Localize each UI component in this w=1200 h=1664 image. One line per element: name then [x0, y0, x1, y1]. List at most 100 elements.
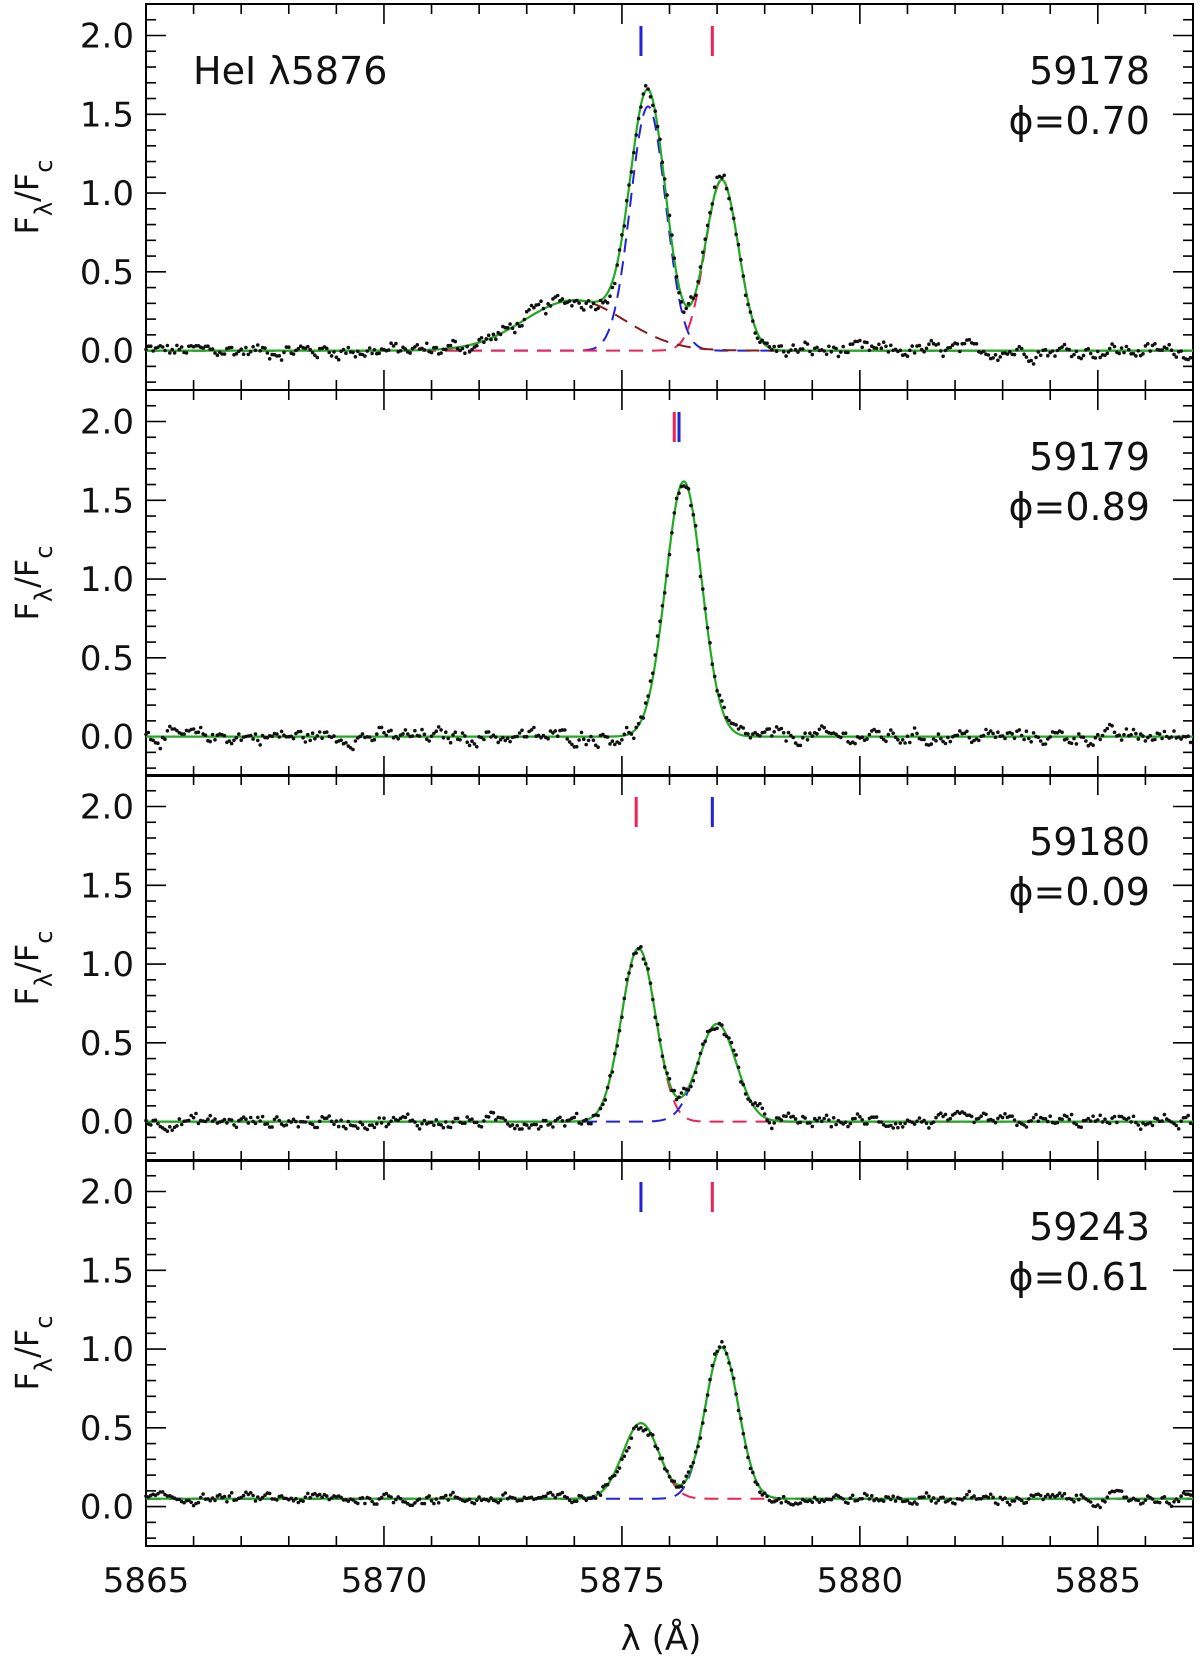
observed-point — [579, 305, 584, 310]
y-tick-label: 0.0 — [80, 1488, 134, 1528]
observed-point — [608, 742, 612, 746]
observed-point — [655, 124, 660, 129]
observed-point — [265, 1122, 270, 1126]
observed-point — [746, 1455, 750, 1460]
observed-point — [1169, 735, 1174, 739]
observed-point — [470, 347, 474, 352]
observed-point — [736, 727, 741, 731]
y-tick-label: 0.5 — [80, 253, 134, 293]
observed-point — [160, 1490, 165, 1494]
observed-point — [1081, 735, 1086, 739]
observed-point — [210, 1119, 215, 1123]
observed-point — [651, 103, 655, 108]
observed-point — [470, 1117, 474, 1121]
observed-point — [472, 742, 477, 746]
observed-point — [394, 341, 398, 346]
observed-point — [632, 736, 636, 741]
observed-point — [275, 1498, 279, 1502]
observed-point — [1003, 736, 1007, 741]
observed-point — [1138, 1127, 1143, 1131]
observed-point — [1069, 1112, 1074, 1117]
observed-point — [641, 716, 646, 720]
observed-point — [444, 347, 448, 352]
component-red-curve — [146, 947, 1193, 1123]
observed-point — [267, 357, 272, 361]
observed-point — [865, 340, 869, 345]
panel-phase-label: ϕ=0.61 — [1008, 1255, 1150, 1299]
y-tick-label: 2.0 — [80, 788, 134, 828]
observed-point — [858, 338, 862, 343]
observed-point — [163, 348, 167, 353]
observed-point — [615, 1044, 619, 1048]
observed-point — [403, 728, 408, 732]
observed-point — [417, 734, 422, 738]
observed-point — [1148, 1121, 1152, 1125]
observed-point — [425, 341, 429, 346]
observed-point — [1179, 1119, 1183, 1123]
observed-point — [829, 1124, 834, 1129]
observed-point — [1186, 1113, 1190, 1118]
observed-point — [639, 945, 643, 949]
observed-point — [351, 1498, 355, 1502]
observed-point — [910, 344, 914, 348]
observed-point — [370, 1499, 374, 1504]
observed-point — [701, 1042, 705, 1046]
observed-point — [972, 1120, 976, 1125]
observed-point — [736, 242, 741, 247]
observed-point — [158, 746, 163, 751]
y-tick-label: 1.0 — [80, 1330, 134, 1370]
observed-point — [465, 1115, 470, 1119]
observed-point — [815, 732, 819, 736]
observed-point — [344, 1126, 348, 1131]
observed-point — [708, 210, 712, 215]
observed-point — [189, 1500, 193, 1505]
observed-point — [175, 1124, 179, 1128]
observed-point — [351, 747, 355, 752]
observed-point — [660, 1054, 665, 1058]
observed-point — [834, 732, 838, 737]
observed-point — [467, 1497, 472, 1501]
observed-point — [767, 727, 772, 731]
observed-point — [289, 734, 294, 739]
observed-point — [582, 308, 586, 312]
observed-point — [886, 1495, 891, 1499]
observed-point — [622, 996, 627, 1001]
observed-point — [988, 729, 993, 733]
observed-point — [934, 1501, 938, 1505]
observed-point — [939, 736, 943, 741]
observed-point — [489, 337, 493, 342]
observed-point — [627, 183, 631, 187]
observed-point — [808, 1121, 812, 1125]
observed-point — [165, 1129, 170, 1133]
observed-point — [320, 736, 324, 740]
observed-point — [672, 1088, 677, 1093]
observed-point — [743, 293, 748, 298]
observed-point — [1150, 1497, 1155, 1501]
observed-point — [1012, 352, 1017, 357]
observed-point — [624, 198, 629, 203]
observed-point — [491, 332, 496, 337]
observed-point — [584, 301, 588, 306]
observed-point — [234, 352, 239, 356]
observed-point — [917, 1116, 922, 1120]
observed-point — [770, 734, 774, 738]
observed-point — [679, 1091, 684, 1095]
observed-point — [662, 177, 667, 181]
observed-point — [662, 591, 667, 595]
x-axis-label: λ (Å) — [621, 1618, 702, 1659]
observed-point — [463, 1121, 467, 1125]
observed-point — [584, 1117, 588, 1122]
observed-point — [996, 358, 1000, 363]
observed-point — [915, 1119, 919, 1123]
observed-point — [168, 1125, 172, 1129]
observed-point — [1017, 728, 1022, 732]
observed-point — [886, 732, 891, 737]
observed-point — [1129, 1120, 1133, 1124]
observed-point — [908, 740, 912, 745]
observed-point — [574, 1499, 579, 1503]
observed-point — [1129, 733, 1133, 737]
observed-point — [1050, 1493, 1055, 1497]
fit-total-curve — [146, 480, 1193, 738]
observed-point — [191, 727, 196, 731]
observed-point — [1043, 1494, 1048, 1499]
